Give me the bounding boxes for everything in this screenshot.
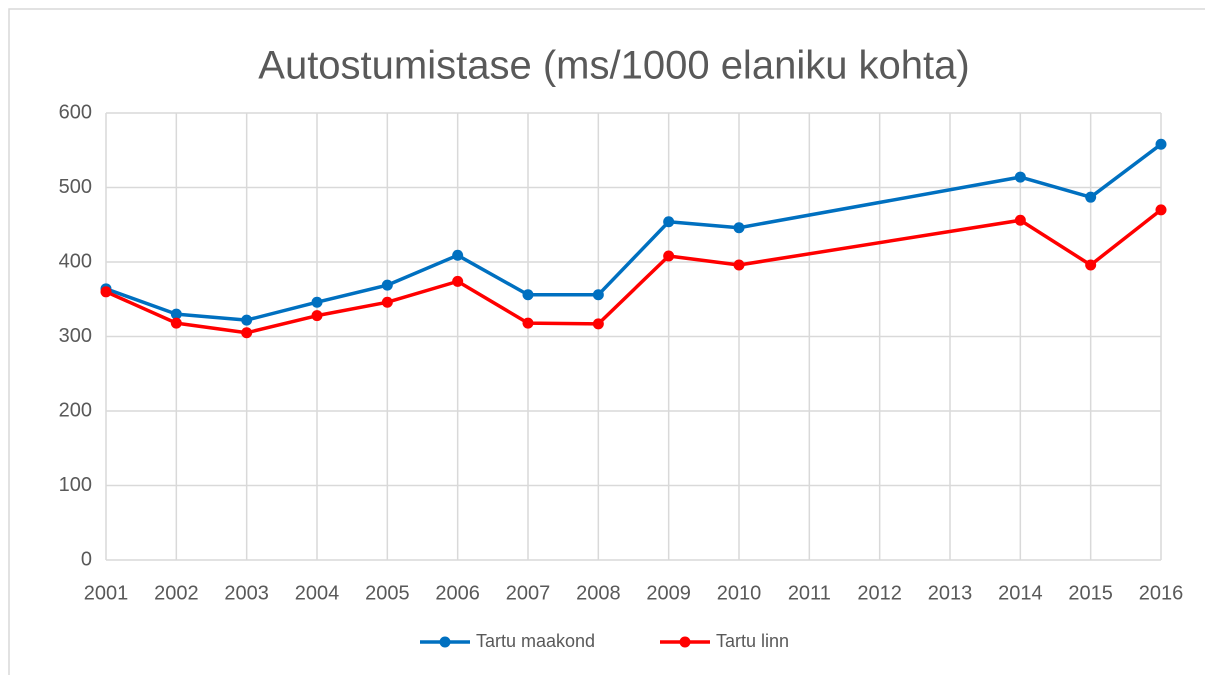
y-tick-label: 0 xyxy=(81,548,92,570)
legend-label: Tartu maakond xyxy=(476,631,595,651)
data-point xyxy=(311,296,323,308)
legend-marker xyxy=(679,636,691,648)
x-tick-label: 2013 xyxy=(928,582,973,604)
data-point xyxy=(452,249,464,261)
data-point xyxy=(241,314,253,326)
data-point xyxy=(452,275,464,287)
data-point xyxy=(1085,259,1097,271)
x-tick-label: 2002 xyxy=(154,582,199,604)
data-point xyxy=(1014,171,1026,183)
x-tick-label: 2014 xyxy=(998,582,1043,604)
x-tick-label: 2001 xyxy=(84,582,129,604)
x-tick-label: 2007 xyxy=(506,582,551,604)
y-tick-label: 600 xyxy=(59,101,92,123)
data-point xyxy=(733,259,745,271)
data-point xyxy=(592,289,604,301)
data-point xyxy=(311,310,323,322)
x-tick-label: 2003 xyxy=(224,582,269,604)
data-point xyxy=(522,317,534,329)
data-point xyxy=(1085,191,1097,203)
chart-title: Autostumistase (ms/1000 elaniku kohta) xyxy=(258,44,969,88)
data-point xyxy=(1014,214,1026,226)
data-point xyxy=(170,308,182,320)
data-point xyxy=(381,279,393,291)
legend-label: Tartu linn xyxy=(716,631,789,651)
y-tick-label: 200 xyxy=(59,399,92,421)
x-tick-label: 2010 xyxy=(717,582,762,604)
y-tick-label: 300 xyxy=(59,325,92,347)
data-point xyxy=(663,216,675,228)
data-point xyxy=(100,286,112,298)
chart-frame xyxy=(8,8,1205,675)
data-point xyxy=(1155,204,1167,216)
x-tick-label: 2004 xyxy=(295,582,340,604)
data-point xyxy=(733,222,745,234)
data-point xyxy=(241,327,253,339)
x-tick-label: 2011 xyxy=(788,582,831,604)
y-tick-label: 500 xyxy=(59,176,92,198)
data-point xyxy=(592,318,604,330)
x-tick-label: 2006 xyxy=(435,582,480,604)
y-tick-label: 400 xyxy=(59,250,92,272)
y-tick-label: 100 xyxy=(59,474,92,496)
x-tick-label: 2009 xyxy=(646,582,691,604)
x-tick-label: 2015 xyxy=(1068,582,1113,604)
x-tick-label: 2012 xyxy=(857,582,902,604)
data-point xyxy=(381,296,393,308)
data-point xyxy=(522,289,534,301)
data-point xyxy=(1155,138,1167,150)
x-tick-label: 2016 xyxy=(1139,582,1184,604)
x-tick-label: 2005 xyxy=(365,582,410,604)
legend-marker xyxy=(439,636,451,648)
data-point xyxy=(663,250,675,262)
data-point xyxy=(170,317,182,329)
x-tick-label: 2008 xyxy=(576,582,621,604)
